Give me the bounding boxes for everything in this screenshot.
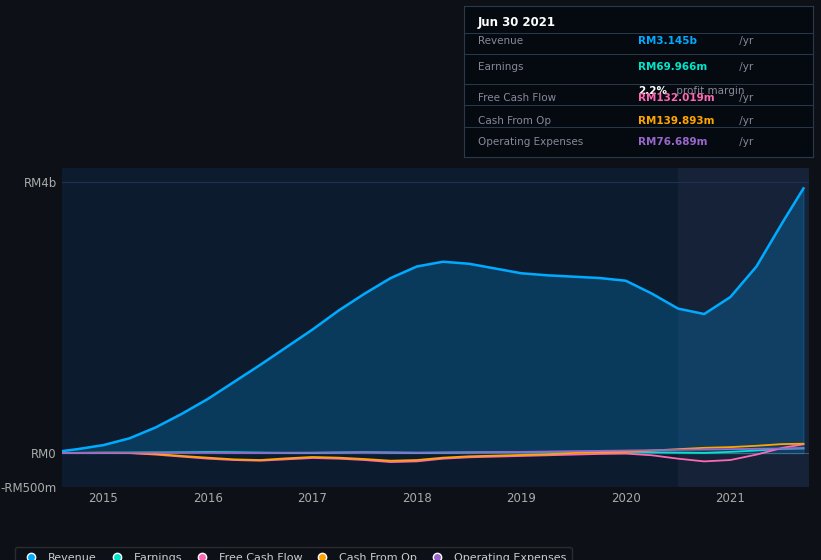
Text: /yr: /yr xyxy=(736,94,754,103)
Text: RM69.966m: RM69.966m xyxy=(639,62,708,72)
Legend: Revenue, Earnings, Free Cash Flow, Cash From Op, Operating Expenses: Revenue, Earnings, Free Cash Flow, Cash … xyxy=(15,547,571,560)
Text: /yr: /yr xyxy=(736,116,754,126)
Bar xyxy=(678,168,809,487)
Text: Jun 30 2021: Jun 30 2021 xyxy=(478,16,556,29)
Text: /yr: /yr xyxy=(736,62,754,72)
Text: 2.2%: 2.2% xyxy=(639,86,667,96)
Text: Earnings: Earnings xyxy=(478,62,523,72)
Text: profit margin: profit margin xyxy=(673,86,745,96)
Text: Free Cash Flow: Free Cash Flow xyxy=(478,94,556,103)
Text: /yr: /yr xyxy=(736,36,754,46)
Text: RM3.145b: RM3.145b xyxy=(639,36,697,46)
Text: Cash From Op: Cash From Op xyxy=(478,116,551,126)
Text: RM76.689m: RM76.689m xyxy=(639,137,708,147)
Text: Operating Expenses: Operating Expenses xyxy=(478,137,583,147)
Text: Revenue: Revenue xyxy=(478,36,523,46)
Text: RM132.019m: RM132.019m xyxy=(639,94,715,103)
Text: RM139.893m: RM139.893m xyxy=(639,116,715,126)
Text: /yr: /yr xyxy=(736,137,754,147)
